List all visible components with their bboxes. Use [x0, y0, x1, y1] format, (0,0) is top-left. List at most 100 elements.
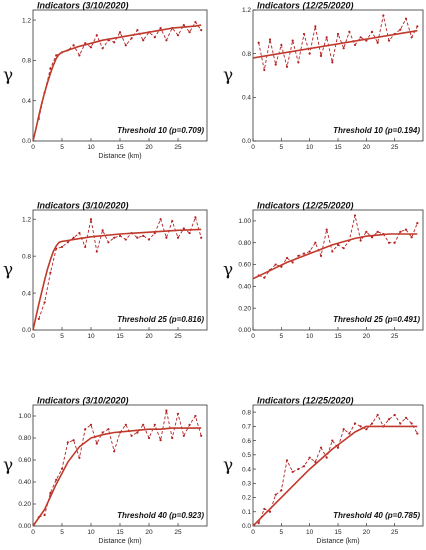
- data-point: [194, 414, 197, 418]
- data-point: [336, 243, 340, 247]
- chart-title: Indicators (3/10/2020): [37, 201, 129, 211]
- data-point: [285, 256, 289, 260]
- data-point: [78, 54, 81, 57]
- y-tick-label: 0.2: [242, 495, 251, 502]
- data-point: [43, 301, 46, 304]
- y-tick-label: 0.4: [242, 466, 251, 473]
- data-point: [359, 239, 362, 242]
- data-point: [365, 230, 368, 233]
- data-point: [308, 456, 311, 459]
- data-point: [348, 432, 351, 435]
- experimental-series-line: [258, 414, 418, 524]
- experimental-series-line: [38, 410, 202, 518]
- x-tick-label: 15: [334, 144, 342, 151]
- data-point: [37, 317, 40, 321]
- data-point: [171, 219, 174, 223]
- data-point: [285, 459, 289, 462]
- chart-title: Indicators (3/10/2020): [37, 1, 129, 11]
- x-tick-label: 10: [87, 333, 95, 340]
- data-point: [176, 412, 180, 415]
- chart-title: Indicators (3/10/2020): [37, 396, 129, 406]
- x-axis-label: Distance (km): [316, 538, 359, 545]
- data-point: [107, 428, 110, 431]
- data-point: [274, 63, 277, 66]
- data-point: [124, 44, 127, 47]
- y-tick-label: 0.1: [242, 509, 251, 516]
- data-point: [55, 478, 58, 481]
- y-tick-label: 0.20: [238, 305, 251, 312]
- data-point: [342, 428, 345, 431]
- data-point: [314, 460, 317, 464]
- chart-panel-5: 0 5 10 15 20 25 0.00 0.20 0.40 0.60 0.80 1.00 Indica…: [3, 396, 208, 545]
- data-point: [95, 442, 98, 445]
- data-point: [416, 432, 419, 435]
- data-point: [393, 241, 396, 244]
- y-tick-label: 0.20: [18, 501, 31, 508]
- data-point: [101, 431, 104, 434]
- data-point: [200, 29, 203, 32]
- threshold-label: Threshold 25 (p=0.491): [333, 315, 420, 324]
- data-point: [130, 434, 133, 437]
- x-tick-label: 15: [116, 333, 124, 340]
- model-series-line: [32, 427, 202, 527]
- model-series-line: [32, 24, 202, 142]
- data-point: [297, 467, 300, 471]
- data-point: [353, 422, 357, 425]
- data-point: [153, 36, 156, 39]
- y-tick-label: 0.8: [22, 58, 31, 65]
- data-point: [399, 422, 402, 425]
- y-tick-label: 0.8: [242, 51, 251, 58]
- data-point: [297, 61, 300, 64]
- plot-frame: [32, 9, 208, 142]
- data-point: [348, 30, 351, 33]
- data-point: [291, 261, 294, 264]
- data-point: [410, 236, 413, 239]
- y-axis-label: γ: [223, 260, 233, 280]
- y-tick-label: 0.60: [238, 262, 251, 269]
- data-point: [188, 31, 191, 34]
- data-point: [280, 43, 283, 47]
- data-point: [308, 250, 311, 253]
- y-tick-label: 0.80: [238, 240, 251, 247]
- data-point: [410, 422, 413, 425]
- data-point: [319, 446, 323, 449]
- data-point: [336, 446, 340, 449]
- data-point: [136, 236, 139, 239]
- data-point: [188, 423, 191, 426]
- data-point: [399, 230, 402, 233]
- data-point: [136, 29, 139, 32]
- threshold-label: Threshold 25 (p=0.816): [117, 315, 204, 324]
- data-point: [257, 41, 260, 44]
- data-point: [165, 236, 168, 239]
- data-point: [113, 450, 116, 453]
- data-point: [416, 221, 419, 225]
- data-point: [376, 413, 379, 417]
- y-tick-label: 0.0: [22, 327, 31, 334]
- data-point: [302, 465, 306, 468]
- data-point: [124, 238, 127, 241]
- data-point: [353, 43, 357, 47]
- data-point: [404, 228, 408, 231]
- data-point: [159, 218, 162, 221]
- data-point: [314, 25, 317, 28]
- model-series-line: [32, 228, 202, 331]
- data-point: [370, 236, 374, 239]
- data-point: [49, 271, 52, 274]
- experimental-series-line: [38, 215, 202, 320]
- x-tick-label: 25: [391, 144, 399, 151]
- data-point: [194, 20, 197, 24]
- x-tick-label: 0: [251, 333, 255, 340]
- x-tick-label: 10: [306, 144, 314, 151]
- x-tick-label: 5: [280, 529, 284, 536]
- data-point: [342, 47, 345, 50]
- y-tick-label: 0.7: [242, 424, 251, 431]
- y-tick-label: 0.4: [22, 98, 31, 105]
- data-point: [60, 245, 64, 249]
- data-point: [387, 39, 391, 42]
- data-point: [142, 39, 145, 42]
- chart-panel-2: 0 5 10 15 20 25 0.0 0.4 0.8 1.2 Indicators (12/25/…: [223, 1, 424, 151]
- data-point: [297, 254, 300, 257]
- data-point: [118, 31, 122, 34]
- x-tick-label: 25: [391, 529, 399, 536]
- threshold-label: Threshold 10 (p=0.194): [333, 126, 420, 135]
